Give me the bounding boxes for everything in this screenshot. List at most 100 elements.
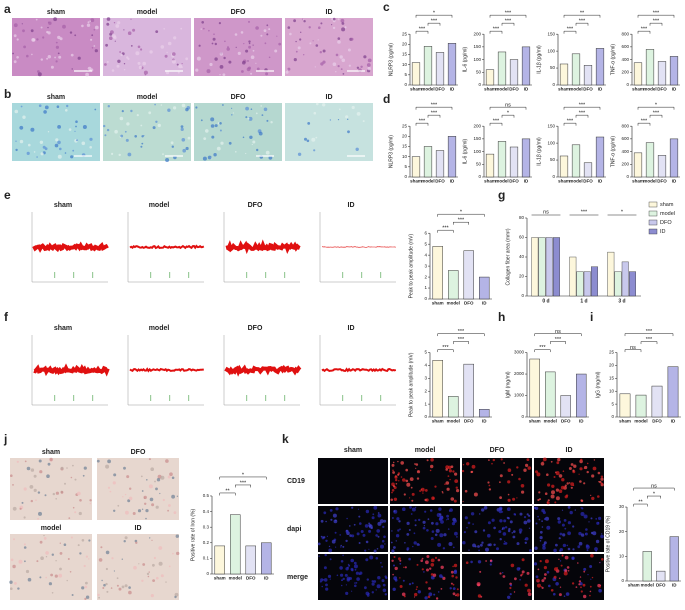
texture <box>488 459 490 461</box>
texture <box>39 540 43 544</box>
micrograph <box>318 458 388 504</box>
texture <box>89 20 91 22</box>
texture <box>175 534 179 538</box>
x-tick-label: DFO <box>657 87 667 92</box>
texture <box>138 65 143 70</box>
texture <box>534 546 538 550</box>
texture <box>456 593 460 597</box>
texture <box>220 141 224 145</box>
y-tick-label: 0 <box>611 414 614 419</box>
texture <box>511 473 514 476</box>
texture <box>320 535 323 538</box>
trace <box>224 364 302 377</box>
texture <box>127 31 132 35</box>
texture <box>110 30 114 34</box>
texture <box>499 507 503 511</box>
texture <box>113 509 116 512</box>
texture <box>363 55 367 59</box>
y-axis-label: NLRP3 (pg/ml) <box>388 135 394 168</box>
texture <box>165 70 170 75</box>
y-tick-label: 0 <box>521 414 524 419</box>
texture <box>338 108 341 111</box>
texture <box>451 574 455 578</box>
x-tick-label: model <box>569 179 582 184</box>
significance-bracket <box>550 341 566 345</box>
texture <box>411 492 415 496</box>
texture <box>53 17 57 22</box>
texture <box>509 586 512 590</box>
texture <box>454 472 458 476</box>
texture <box>200 28 202 30</box>
texture <box>507 480 511 484</box>
texture <box>303 20 306 23</box>
x-tick-label: ID <box>672 583 677 588</box>
texture <box>327 574 332 579</box>
texture <box>39 576 42 579</box>
texture <box>580 533 585 537</box>
texture <box>437 558 441 562</box>
texture <box>561 554 564 557</box>
y-axis-label: IL-1β (pg/ml) <box>536 45 542 74</box>
texture <box>341 27 346 32</box>
texture <box>325 587 329 591</box>
texture <box>356 112 361 116</box>
texture <box>415 463 419 466</box>
texture <box>30 468 35 472</box>
texture <box>524 538 527 541</box>
image-label: ID <box>566 447 573 454</box>
texture <box>326 535 328 538</box>
texture <box>245 116 248 119</box>
texture <box>248 40 251 43</box>
texture <box>422 520 426 524</box>
texture <box>527 588 531 593</box>
texture <box>425 560 429 565</box>
texture <box>335 71 337 73</box>
texture <box>14 109 19 114</box>
texture <box>504 526 508 529</box>
trace-label: model <box>149 325 170 332</box>
texture <box>119 116 124 121</box>
x-tick-label: model <box>447 301 460 306</box>
texture <box>331 24 333 26</box>
texture <box>471 464 476 469</box>
texture <box>590 578 592 580</box>
y-tick-label: 40 <box>519 254 525 259</box>
texture <box>234 33 238 36</box>
y-tick-label: 150 <box>547 31 555 36</box>
significance-label: *** <box>442 345 449 351</box>
texture <box>255 26 259 30</box>
texture <box>320 519 324 523</box>
texture <box>450 582 453 585</box>
texture <box>383 535 386 539</box>
texture <box>141 508 144 510</box>
bar <box>669 56 679 86</box>
micrograph <box>462 458 532 504</box>
texture <box>89 499 92 502</box>
texture <box>500 458 503 461</box>
texture <box>22 29 25 33</box>
texture <box>416 563 419 566</box>
y-tick-label: 15 <box>402 144 408 149</box>
texture <box>137 61 141 65</box>
texture <box>377 576 381 580</box>
texture <box>541 520 543 522</box>
texture <box>499 481 501 484</box>
texture <box>16 38 19 41</box>
texture <box>362 533 366 537</box>
texture <box>398 557 401 561</box>
texture <box>156 576 159 580</box>
texture <box>535 470 538 474</box>
texture <box>502 527 504 530</box>
texture <box>536 578 540 583</box>
texture <box>67 558 70 560</box>
texture <box>341 58 346 63</box>
texture <box>278 42 282 46</box>
texture <box>180 125 184 128</box>
texture <box>455 486 458 489</box>
texture <box>140 124 143 127</box>
texture <box>23 543 26 546</box>
significance-bracket <box>534 333 582 337</box>
texture <box>396 517 400 521</box>
texture <box>503 542 506 545</box>
